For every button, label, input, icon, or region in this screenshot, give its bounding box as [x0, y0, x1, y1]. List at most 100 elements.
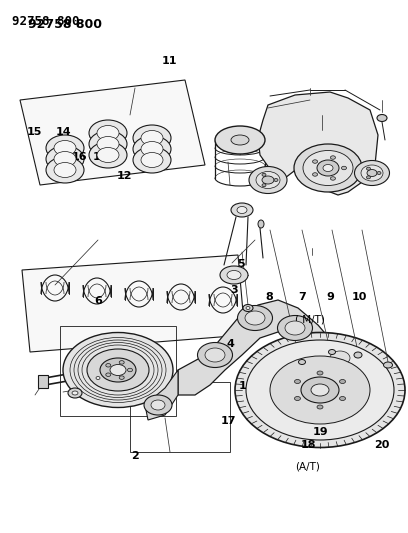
- Text: 92758 800: 92758 800: [28, 18, 102, 31]
- Ellipse shape: [328, 350, 335, 354]
- Ellipse shape: [231, 203, 253, 217]
- Ellipse shape: [205, 348, 225, 362]
- Ellipse shape: [96, 376, 100, 379]
- Text: 19: 19: [313, 427, 328, 437]
- Ellipse shape: [339, 379, 346, 384]
- Text: 20: 20: [374, 440, 389, 450]
- Ellipse shape: [313, 160, 317, 163]
- Ellipse shape: [141, 152, 163, 167]
- Ellipse shape: [294, 144, 362, 192]
- Ellipse shape: [245, 311, 265, 325]
- Ellipse shape: [237, 305, 273, 330]
- Text: 15: 15: [27, 127, 42, 137]
- Polygon shape: [258, 92, 378, 195]
- Ellipse shape: [313, 173, 317, 176]
- Ellipse shape: [133, 147, 171, 173]
- Ellipse shape: [354, 352, 362, 358]
- Ellipse shape: [322, 345, 357, 370]
- Ellipse shape: [227, 271, 241, 279]
- Ellipse shape: [311, 384, 329, 396]
- Bar: [130, 382, 230, 452]
- Ellipse shape: [46, 157, 84, 183]
- Ellipse shape: [317, 371, 323, 375]
- Ellipse shape: [141, 141, 163, 157]
- Ellipse shape: [215, 126, 265, 154]
- Ellipse shape: [330, 177, 335, 180]
- Ellipse shape: [339, 397, 346, 400]
- Text: 4: 4: [226, 339, 235, 349]
- Ellipse shape: [303, 150, 353, 185]
- Bar: [38, 375, 48, 388]
- Ellipse shape: [68, 388, 82, 398]
- Ellipse shape: [97, 148, 119, 163]
- Ellipse shape: [119, 376, 124, 379]
- Bar: [60, 326, 176, 416]
- Text: 18: 18: [300, 440, 316, 450]
- Ellipse shape: [270, 356, 370, 424]
- Ellipse shape: [54, 163, 76, 177]
- Ellipse shape: [89, 142, 127, 168]
- Text: 13: 13: [92, 152, 108, 162]
- Ellipse shape: [246, 306, 250, 310]
- Ellipse shape: [341, 166, 346, 169]
- Ellipse shape: [72, 391, 78, 395]
- Ellipse shape: [277, 316, 313, 341]
- Ellipse shape: [97, 125, 119, 141]
- Ellipse shape: [127, 368, 133, 372]
- Ellipse shape: [355, 160, 390, 185]
- Ellipse shape: [262, 184, 266, 187]
- Text: ( M/T): ( M/T): [295, 315, 325, 325]
- Text: 16: 16: [72, 152, 87, 162]
- Ellipse shape: [366, 176, 370, 179]
- Ellipse shape: [361, 165, 383, 181]
- Text: (A/T): (A/T): [296, 462, 320, 471]
- Ellipse shape: [220, 266, 248, 284]
- Ellipse shape: [87, 349, 149, 391]
- Ellipse shape: [317, 160, 339, 176]
- Ellipse shape: [330, 351, 350, 365]
- Text: 11: 11: [162, 56, 177, 66]
- Text: 10: 10: [351, 293, 367, 302]
- Text: 7: 7: [298, 293, 306, 302]
- Ellipse shape: [384, 362, 392, 368]
- Ellipse shape: [262, 176, 274, 184]
- Ellipse shape: [97, 136, 119, 151]
- Ellipse shape: [366, 167, 370, 170]
- Ellipse shape: [54, 141, 76, 156]
- Text: 2: 2: [131, 451, 138, 461]
- Ellipse shape: [299, 359, 306, 365]
- Ellipse shape: [377, 172, 381, 174]
- Ellipse shape: [110, 365, 126, 376]
- Ellipse shape: [317, 405, 323, 409]
- Ellipse shape: [330, 156, 335, 159]
- Text: 14: 14: [55, 127, 71, 137]
- Ellipse shape: [197, 343, 233, 367]
- Text: 6: 6: [94, 296, 102, 306]
- Ellipse shape: [367, 169, 377, 176]
- Polygon shape: [178, 300, 370, 395]
- Ellipse shape: [377, 115, 387, 122]
- Ellipse shape: [323, 165, 333, 172]
- Ellipse shape: [285, 321, 305, 335]
- Ellipse shape: [295, 379, 300, 384]
- Ellipse shape: [144, 395, 172, 415]
- Ellipse shape: [89, 120, 127, 146]
- Text: 9: 9: [326, 293, 335, 302]
- Ellipse shape: [93, 375, 103, 382]
- Ellipse shape: [106, 373, 111, 376]
- Text: 1: 1: [239, 382, 246, 391]
- Ellipse shape: [256, 172, 280, 189]
- Ellipse shape: [235, 333, 405, 448]
- Ellipse shape: [119, 361, 124, 364]
- Text: 92758 800: 92758 800: [12, 15, 80, 28]
- Text: 8: 8: [266, 293, 273, 302]
- Ellipse shape: [133, 125, 171, 151]
- Ellipse shape: [151, 400, 165, 410]
- Ellipse shape: [295, 397, 300, 400]
- Ellipse shape: [262, 173, 266, 176]
- Ellipse shape: [46, 146, 84, 172]
- Ellipse shape: [237, 206, 247, 214]
- Ellipse shape: [133, 136, 171, 162]
- Polygon shape: [22, 255, 245, 352]
- Ellipse shape: [274, 179, 278, 182]
